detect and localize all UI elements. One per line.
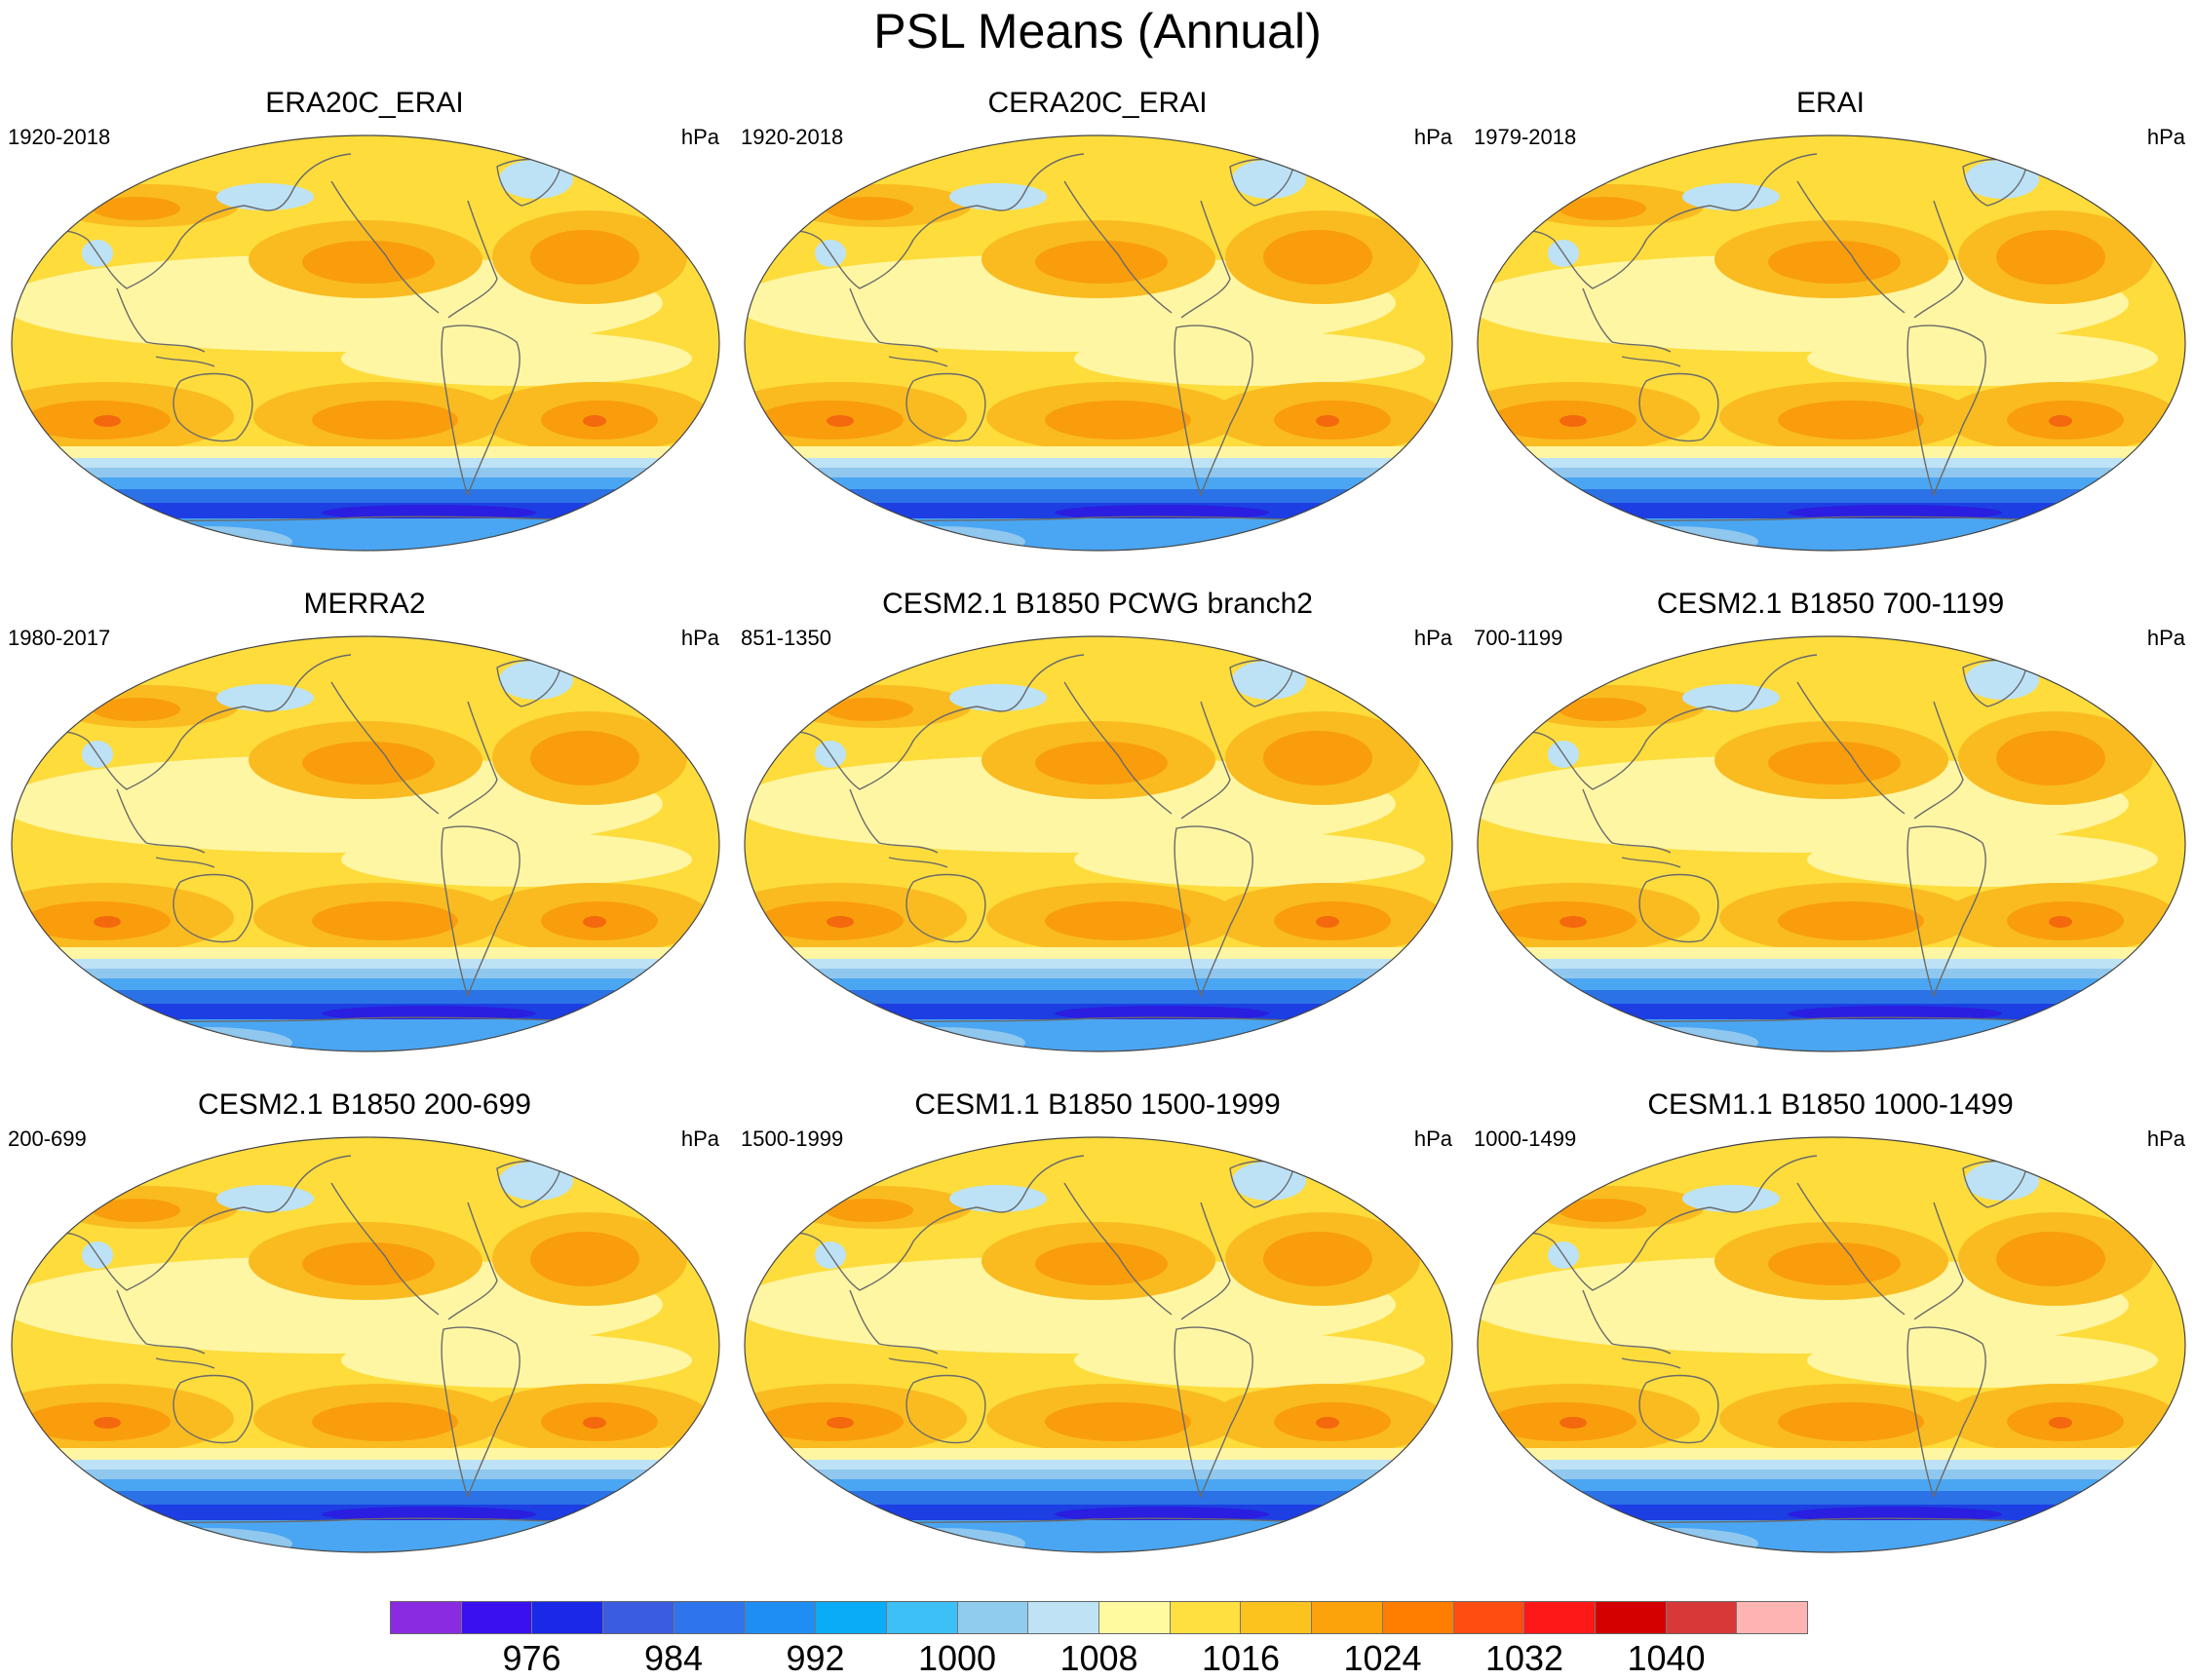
colorbar-swatch xyxy=(460,1602,532,1633)
panel-title: CESM2.1 B1850 700-1199 xyxy=(1656,588,2005,620)
colorbar-swatch xyxy=(815,1602,886,1633)
panel-title: CERA20C_ERAI xyxy=(987,87,1208,119)
colorbar-label: 1032 xyxy=(1484,1638,1564,1678)
colorbar-swatch xyxy=(1736,1602,1808,1633)
psl-map xyxy=(1477,134,2186,552)
colorbar-swatch xyxy=(391,1602,461,1633)
panel-title: MERRA2 xyxy=(303,588,426,620)
panel-years: 1500-1999 xyxy=(741,1126,844,1151)
colorbar-label: 976 xyxy=(502,1638,561,1678)
colorbar-label: 1040 xyxy=(1627,1638,1706,1678)
colorbar-label: 1024 xyxy=(1343,1638,1422,1678)
map-panel: CESM1.1 B1850 1000-1499 1000-1499 hPa xyxy=(1466,1088,2195,1555)
map-panel: MERRA2 1980-2017 hPa xyxy=(0,587,729,1054)
map-panel: CESM2.1 B1850 700-1199 700-1199 hPa xyxy=(1466,587,2195,1054)
panel-title: CESM2.1 B1850 PCWG branch2 xyxy=(882,588,1313,620)
colorbar-label: 1016 xyxy=(1201,1638,1281,1678)
psl-map xyxy=(11,635,720,1052)
psl-map xyxy=(11,1136,720,1553)
colorbar-label: 984 xyxy=(643,1638,704,1678)
colorbar-swatch xyxy=(1452,1602,1524,1633)
colorbar-swatch xyxy=(602,1602,674,1633)
panel-units: hPa xyxy=(680,125,719,149)
psl-map xyxy=(744,134,1453,552)
colorbar-swatch xyxy=(956,1602,1028,1633)
colorbar-swatch xyxy=(531,1602,603,1633)
psl-map xyxy=(1477,635,2186,1052)
map-panel: ERA20C_ERAI 1920-2018 hPa xyxy=(0,86,729,554)
map-panel: CESM2.1 B1850 PCWG branch2 851-1350 hPa xyxy=(733,587,1462,1054)
colorbar-swatch xyxy=(1381,1602,1453,1633)
panel-title: CESM1.1 B1850 1000-1499 xyxy=(1647,1088,2014,1121)
panel-title: CESM1.1 B1850 1500-1999 xyxy=(914,1088,1281,1121)
panel-units: hPa xyxy=(2146,626,2185,650)
panel-years: 1920-2018 xyxy=(8,125,111,149)
colorbar-swatch xyxy=(673,1602,745,1633)
panel-title: ERA20C_ERAI xyxy=(265,87,464,119)
panel-units: hPa xyxy=(680,626,719,650)
colorbar-labels: 976 984 992 1000 1008 1016 1024 1032 1040 xyxy=(390,1635,1808,1678)
panel-years: 200-699 xyxy=(8,1126,87,1151)
map-panel: CESM1.1 B1850 1500-1999 1500-1999 hPa xyxy=(733,1088,1462,1555)
panel-units: hPa xyxy=(1413,626,1452,650)
colorbar-label: 1008 xyxy=(1059,1638,1138,1678)
panel-years: 700-1199 xyxy=(1474,626,1563,650)
colorbar-swatch xyxy=(1169,1602,1241,1633)
colorbar-swatch xyxy=(1523,1602,1595,1633)
map-panel: CESM2.1 B1850 200-699 200-699 hPa xyxy=(0,1088,729,1555)
colorbar-label: 992 xyxy=(786,1638,845,1678)
colorbar-label: 1000 xyxy=(917,1638,997,1678)
map-panel: CERA20C_ERAI 1920-2018 hPa xyxy=(733,86,1462,554)
panel-years: 1979-2018 xyxy=(1474,125,1577,149)
map-panel: ERAI 1979-2018 hPa xyxy=(1466,86,2195,554)
colorbar-swatch xyxy=(744,1602,816,1633)
colorbar-swatch xyxy=(1027,1602,1099,1633)
panel-years: 1980-2017 xyxy=(8,626,111,650)
colorbar-swatch xyxy=(885,1602,957,1633)
panel-units: hPa xyxy=(2146,125,2185,149)
panel-units: hPa xyxy=(2146,1126,2185,1151)
panel-units: hPa xyxy=(1413,1126,1452,1151)
psl-map xyxy=(744,635,1453,1052)
panel-years: 851-1350 xyxy=(741,626,831,650)
psl-map xyxy=(1477,1136,2186,1553)
psl-map xyxy=(744,1136,1453,1553)
colorbar-swatch xyxy=(1594,1602,1666,1633)
panel-years: 1920-2018 xyxy=(741,125,844,149)
psl-map xyxy=(11,134,720,552)
colorbar-swatch xyxy=(1098,1602,1170,1633)
colorbar xyxy=(390,1601,1808,1634)
colorbar-swatch xyxy=(1665,1602,1737,1633)
panel-title: CESM2.1 B1850 200-699 xyxy=(198,1088,531,1121)
panel-units: hPa xyxy=(1413,125,1452,149)
colorbar-swatch xyxy=(1240,1602,1312,1633)
colorbar-swatch xyxy=(1311,1602,1382,1633)
panel-title: ERAI xyxy=(1795,87,1866,119)
figure-title: PSL Means (Annual) xyxy=(873,4,1322,58)
panel-years: 1000-1499 xyxy=(1474,1126,1577,1151)
panel-units: hPa xyxy=(680,1126,719,1151)
